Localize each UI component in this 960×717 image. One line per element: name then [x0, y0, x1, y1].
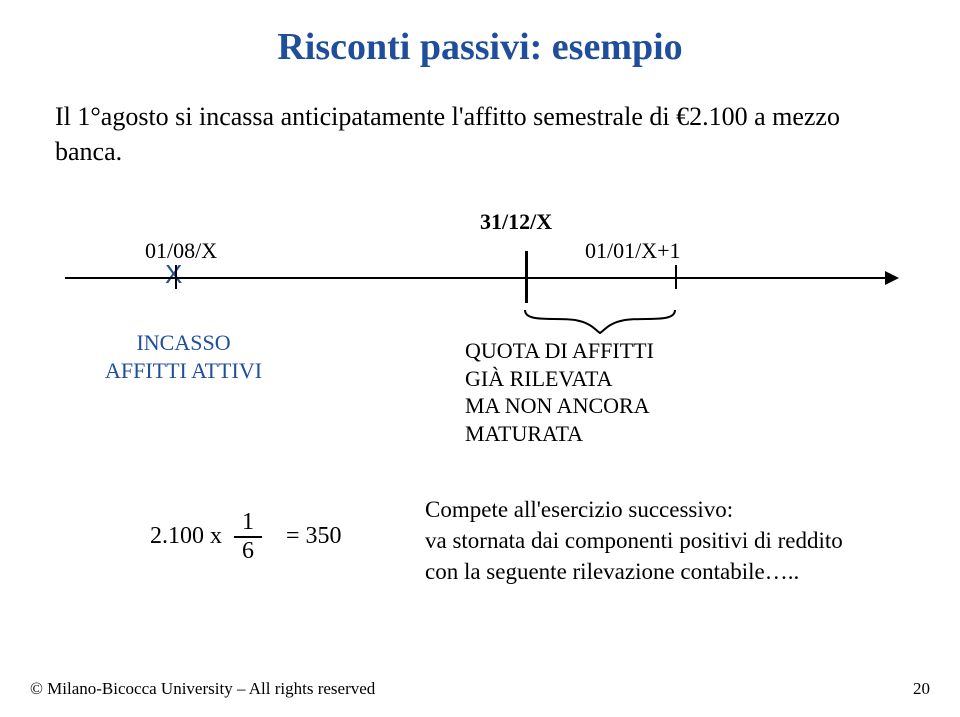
footer: © Milano-Bicocca University – All rights…	[30, 679, 930, 699]
footer-page-number: 20	[913, 679, 930, 699]
timeline-tick-right	[675, 265, 677, 289]
timeline-date-right: 01/01/X+1	[585, 238, 681, 264]
incasso-line-2: AFFITTI ATTIVI	[105, 358, 262, 383]
formula-base: 2.100 x	[150, 523, 222, 550]
intro-line-2: banca.	[55, 137, 122, 166]
timeline-axis	[65, 277, 885, 279]
intro-text: Il 1°agosto si incassa anticipatamente l…	[55, 99, 905, 169]
formula-fraction: 1 6	[234, 509, 262, 564]
quota-line-1: QUOTA DI AFFITTI	[465, 338, 654, 363]
incasso-label: INCASSO AFFITTI ATTIVI	[105, 329, 262, 384]
quota-line-3: MA NON ANCORA	[465, 393, 650, 418]
footer-copyright: © Milano-Bicocca University – All rights…	[30, 679, 375, 698]
slide: Risconti passivi: esempio Il 1°agosto si…	[0, 0, 960, 717]
quota-label: QUOTA DI AFFITTI GIÀ RILEVATA MA NON ANC…	[465, 337, 654, 447]
intro-line-1: Il 1°agosto si incassa anticipatamente l…	[55, 102, 840, 131]
page-title: Risconti passivi: esempio	[55, 25, 905, 69]
timeline: 01/08/X 31/12/X 01/01/X+1 X INCASSO AFFI…	[65, 209, 895, 429]
timeline-tick-left	[175, 265, 177, 289]
compete-line-2: va stornata dai componenti positivi di r…	[425, 528, 843, 553]
compete-line-3: con la seguente rilevazione contabile…..	[425, 559, 799, 584]
quota-line-4: MATURATA	[465, 421, 583, 446]
quota-line-2: GIÀ RILEVATA	[465, 366, 613, 391]
formula: 2.100 x 1 6 = 350	[150, 509, 342, 564]
formula-denominator: 6	[234, 538, 262, 564]
formula-result: = 350	[286, 523, 342, 550]
timeline-date-center-top: 31/12/X	[480, 209, 552, 235]
compete-line-1: Compete all'esercizio successivo:	[425, 497, 733, 522]
timeline-x-mark: X	[165, 259, 182, 290]
timeline-tick-center	[525, 251, 528, 303]
compete-text: Compete all'esercizio successivo: va sto…	[425, 494, 843, 587]
brace-icon	[520, 305, 680, 335]
formula-area: 2.100 x 1 6 = 350 Compete all'esercizio …	[55, 489, 905, 579]
incasso-line-1: INCASSO	[136, 330, 230, 355]
timeline-arrowhead-icon	[885, 271, 899, 285]
formula-numerator: 1	[234, 509, 262, 537]
